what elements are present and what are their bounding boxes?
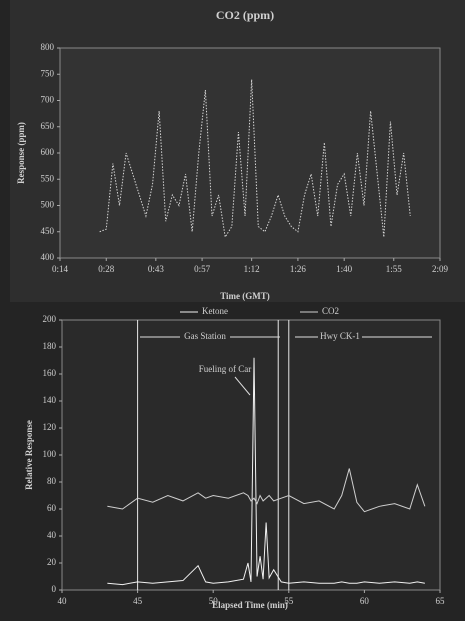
x-tick-label: 55 xyxy=(284,596,294,606)
x-tick-label: 0:43 xyxy=(148,264,165,274)
y-tick-label: 100 xyxy=(43,449,57,459)
y-tick-label: 550 xyxy=(41,173,55,183)
y-axis-label: Relative Response xyxy=(24,420,34,490)
y-tick-label: 500 xyxy=(41,200,55,210)
y-axis-label: Response (ppm) xyxy=(16,122,26,184)
y-tick-label: 20 xyxy=(47,557,57,567)
y-tick-label: 40 xyxy=(47,530,57,540)
x-axis-label: Time (GMT) xyxy=(220,291,270,301)
y-tick-label: 450 xyxy=(41,226,55,236)
y-tick-label: 400 xyxy=(41,252,55,262)
x-tick-label: 0:57 xyxy=(194,264,211,274)
x-tick-label: 50 xyxy=(209,596,219,606)
y-tick-label: 0 xyxy=(52,584,57,594)
y-tick-label: 700 xyxy=(41,95,55,105)
y-tick-label: 180 xyxy=(43,341,57,351)
x-axis-label: Elapsed Time (min) xyxy=(212,600,288,610)
y-tick-label: 80 xyxy=(47,476,57,486)
legend-label: CO2 xyxy=(322,306,339,316)
plot-area xyxy=(59,47,441,259)
annotation: Hwy CK-1 xyxy=(320,331,360,341)
data-line xyxy=(107,357,425,586)
y-tick-label: 140 xyxy=(43,395,57,405)
x-tick-label: 1:40 xyxy=(336,264,353,274)
x-tick-label: 2:09 xyxy=(432,264,449,274)
x-tick-label: 65 xyxy=(436,596,446,606)
x-tick-label: 45 xyxy=(133,596,143,606)
chart-title: CO2 (ppm) xyxy=(216,8,274,22)
annotation: Gas Station xyxy=(184,331,226,341)
y-tick-label: 650 xyxy=(41,121,55,131)
arrows xyxy=(140,336,432,396)
y-tick-label: 750 xyxy=(41,68,55,78)
x-tick-label: 1:12 xyxy=(244,264,260,274)
y-tick-label: 120 xyxy=(43,422,57,432)
data-line xyxy=(99,79,411,239)
x-tick-label: 60 xyxy=(360,596,370,606)
x-tick-label: 1:55 xyxy=(386,264,403,274)
annotation: Fueling of Car xyxy=(199,364,252,374)
x-tick-label: 0:28 xyxy=(98,264,115,274)
legend-label: Ketone xyxy=(202,306,228,316)
data-line xyxy=(107,468,426,513)
y-tick-label: 200 xyxy=(43,314,57,324)
y-tick-label: 800 xyxy=(41,42,55,52)
x-tick-label: 1:26 xyxy=(290,264,307,274)
y-tick-label: 600 xyxy=(41,147,55,157)
y-tick-label: 60 xyxy=(47,503,57,513)
x-tick-label: 0:14 xyxy=(52,264,69,274)
x-tick-label: 40 xyxy=(58,596,68,606)
y-tick-label: 160 xyxy=(43,368,57,378)
